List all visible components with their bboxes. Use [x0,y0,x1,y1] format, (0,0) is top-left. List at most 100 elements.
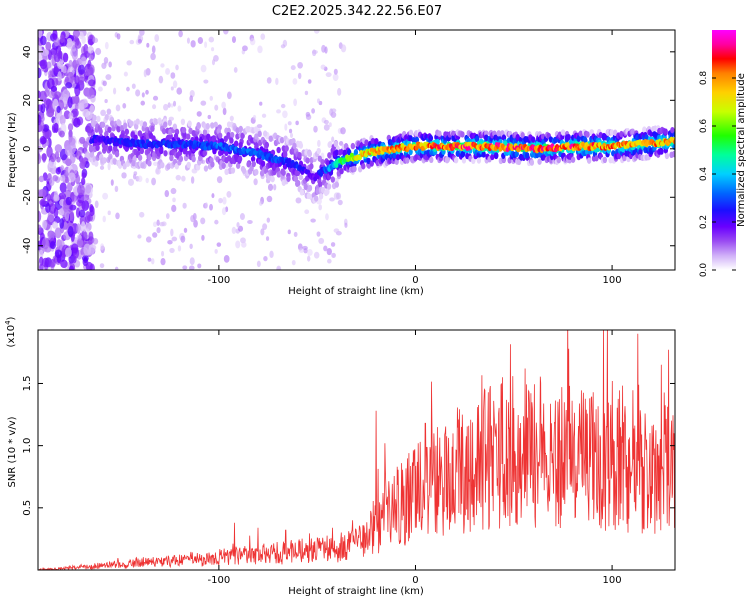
spectrogram-cell [59,174,66,182]
spectrogram-cell [49,241,57,250]
spectrogram-cell [114,266,119,270]
spectrogram-cell [238,125,243,133]
spectrogram-cell [54,91,62,99]
spectrogram-cell [81,172,87,179]
spectrogram-cell [76,238,84,248]
spectrogram-cell [203,79,209,84]
spectrogram-cell [340,44,347,53]
spectrogram-cell [82,194,90,201]
spectrogram-cell [331,108,337,113]
spectrogram-cell [204,202,208,209]
spectrogram-cell [170,228,174,237]
spectrogram-cell [560,129,566,136]
spectrogram-cell [124,128,130,135]
spectrogram-cell [320,64,326,70]
spectrogram-cell [515,134,520,141]
spectrogram-cell [131,83,136,89]
spectrogram-cell [158,75,164,84]
spectrogram-cell [95,144,100,151]
spectrogram-cell [235,162,241,169]
colorbar-label: Normalized spectral amplitude [736,73,747,227]
spectrogram-cell [276,146,281,154]
spectrogram-cell [209,95,214,101]
spectrogram-cell [578,130,583,137]
spectrogram-cell [323,119,329,125]
spectrogram-cell [156,227,161,234]
spectrogram-panel: -100 0 100 40 20 0 -20 -40 Height of straight … [7,29,676,297]
spectrogram-cell [182,265,188,270]
spectrogram-cell [298,142,304,149]
spectrogram-cell [318,181,323,188]
spectrogram-cell [317,139,321,148]
spectrogram-y-tick-label: 0 [22,146,33,152]
spectrogram-cell [110,179,114,186]
spectrogram-cell [293,231,298,237]
spectrogram-cell [186,161,191,169]
spectrogram-cell [46,109,55,118]
spectrogram-cell [602,156,608,164]
spectrogram-cell [74,40,82,49]
spectrogram-cell [67,96,73,109]
spectrogram-cell [137,234,142,239]
spectrogram-cell [257,45,263,54]
spectrogram-cell [233,66,238,73]
spectrogram-cell [153,118,159,126]
spectrogram-cell [38,224,42,232]
spectrogram-cell [284,123,288,131]
spectrogram-cell [253,178,258,186]
spectrogram-cell [460,150,466,158]
spectrogram-cell [151,45,156,54]
spectrogram-cell [218,197,223,204]
snr-x-tick-label: -100 [208,575,231,586]
spectrogram-cell [221,101,226,109]
spectrogram-cell [529,159,535,166]
spectrogram-cell [108,145,113,152]
spectrogram-cell [52,30,58,41]
spectrogram-cell [190,40,196,48]
spectrogram-cell [142,121,148,128]
spectrogram-cell [307,150,313,158]
spectrogram-cell [247,219,253,225]
spectrogram-cell [127,178,134,186]
spectrogram-cell [108,61,112,68]
spectrogram-cell [576,135,581,142]
spectrogram-cell [137,175,143,183]
spectrogram-cell [324,46,328,54]
spectrogram-cell [630,128,636,135]
spectrogram-cell [102,215,106,223]
spectrogram-cell [282,151,288,158]
spectrogram-cell [114,185,119,192]
spectrogram-cell [663,128,668,135]
spectrogram-cell [240,132,245,139]
spectrogram-cell [140,162,145,169]
spectrogram-cell [216,242,222,247]
spectrogram-cell [330,242,336,247]
spectrogram-cell [156,219,160,226]
spectrogram-cell [256,124,263,129]
spectrogram-cell [189,95,193,102]
spectrogram-cell [323,124,330,131]
spectrogram-cell [177,105,182,112]
spectrogram-cell [613,129,618,136]
spectrogram-cell [146,42,150,48]
snr-frame [37,329,676,571]
spectrogram-cell [221,207,227,216]
spectrogram-cell [139,30,145,36]
spectrogram-cell [167,102,171,108]
spectrogram-cell [252,114,257,120]
spectrogram-cell [235,133,240,140]
spectrogram-cell [145,177,149,184]
spectrogram-cell [81,221,86,232]
spectrogram-cell [476,157,482,164]
spectrogram-cell [123,71,128,77]
snr-x-ticks: -100 0 100 [208,330,622,586]
spectrogram-cell [460,131,465,138]
spectrogram-cell [172,123,178,130]
spectrogram-cell [461,157,467,164]
snr-y-tick-label: 1.0 [22,438,33,454]
spectrogram-cell [333,140,339,148]
spectrogram-cell [96,115,101,123]
spectrogram-cell [200,64,207,73]
spectrogram-frame [37,29,676,271]
spectrogram-cell [102,192,109,200]
